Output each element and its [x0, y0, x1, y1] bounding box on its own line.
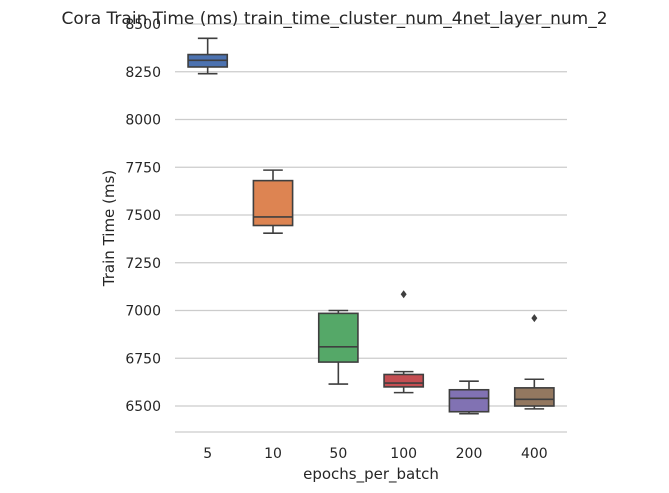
y-tick-label: 7500 — [125, 208, 161, 224]
boxes — [187, 37, 555, 415]
y-tick-label: 7250 — [125, 256, 161, 272]
y-axis-label: Train Time (ms) — [100, 170, 118, 287]
y-tick-label: 6750 — [125, 351, 161, 367]
chart-title: Cora Train Time (ms) train_time_cluster_… — [61, 9, 607, 29]
box-200 — [448, 380, 490, 415]
box-400 — [513, 314, 555, 410]
box-5 — [187, 37, 229, 75]
y-tick-label: 6500 — [125, 399, 161, 415]
x-tick-label: 100 — [390, 446, 417, 462]
y-tick-label: 8000 — [125, 113, 161, 129]
x-tick-labels: 5 10 50 100 200 400 — [203, 446, 547, 462]
x-tick-label: 200 — [456, 446, 483, 462]
outlier-point — [531, 314, 538, 323]
box-50 — [317, 309, 359, 385]
box-100 — [383, 290, 425, 394]
y-tick-labels: 6500 6750 7000 7250 7500 7750 8000 8250 8500 — [125, 17, 161, 415]
x-axis-label: epochs_per_batch — [303, 465, 439, 484]
x-tick-label: 5 — [203, 446, 212, 462]
y-tick-label: 8500 — [125, 17, 161, 33]
grid-lines — [175, 23, 567, 407]
y-tick-label: 7000 — [125, 304, 161, 320]
outlier-point — [400, 290, 407, 299]
x-tick-label: 10 — [264, 446, 282, 462]
box-body — [252, 179, 294, 227]
x-tick-label: 400 — [521, 446, 548, 462]
box-10 — [252, 169, 294, 234]
box-body — [383, 373, 425, 388]
x-tick-label: 50 — [329, 446, 347, 462]
box-body — [448, 388, 490, 413]
y-tick-label: 7750 — [125, 160, 161, 176]
box-body — [513, 387, 555, 407]
y-tick-label: 8250 — [125, 65, 161, 81]
box-body — [317, 312, 359, 363]
